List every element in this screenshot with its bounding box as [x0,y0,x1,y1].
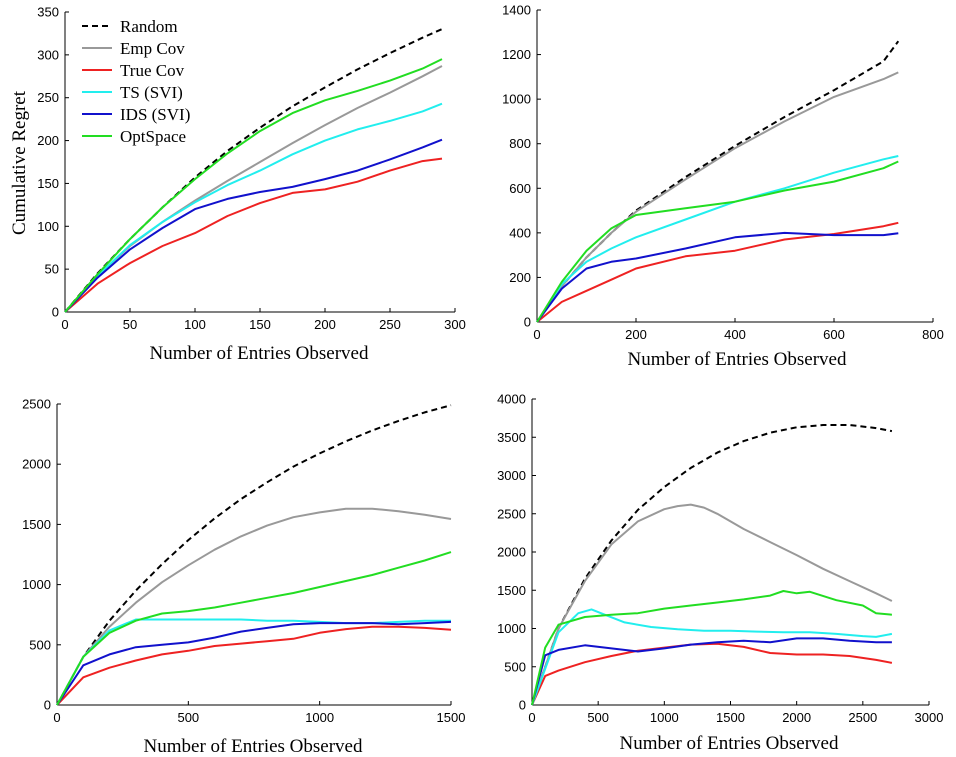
panel-top-right: Number of Entries Observed 0 200 400 600 800… [502,3,944,371]
series-line-series-4 [531,608,893,706]
series-line-series-6 [536,160,899,323]
xlabel-bottom-left: Number of Entries Observed [144,736,363,757]
y-tick-label: 250 [37,90,59,105]
xlabel-top-left: Number of Entries Observed [150,343,369,364]
series-line-series-6 [531,590,892,706]
x-tick-label: 100 [184,317,206,332]
ylabel-top-left: Cumulative Regret [9,90,30,235]
series-line-series-6 [56,551,452,706]
y-tick-label: 2000 [22,457,51,472]
x-tick-label: 1500 [716,710,745,725]
series-line-ts-svi [64,102,443,313]
y-tick-label: 1200 [502,47,531,62]
y-tick-label: 2500 [497,506,526,521]
panel-bottom-right: Number of Entries Observed 0 500 1000 1500 2… [497,392,943,755]
y-tick-label: 300 [37,47,59,62]
y-tick-label: 1500 [22,517,51,532]
y-tick-label: 0 [52,305,59,320]
y-tick-label: 600 [509,181,531,196]
x-tick-label: 1000 [650,710,679,725]
y-tick-label: 400 [509,225,531,240]
y-tick-label: 200 [37,133,59,148]
y-tick-label: 0 [524,315,531,330]
series-line-series-2 [536,71,899,323]
x-tick-label: 2000 [782,710,811,725]
x-tick-label: 250 [379,317,401,332]
series-line-series-5 [531,637,892,706]
y-tick-label: 800 [509,136,531,151]
legend-label: Random [120,17,178,36]
legend-label: OptSpace [120,127,186,146]
series-line-series-2 [531,503,893,706]
panel-top-left: Number of Entries Observed Cumulative Re… [9,5,466,365]
x-tick-label: 200 [625,327,647,342]
y-tick-label: 500 [29,637,51,652]
series-line-series-4 [56,618,451,706]
y-tick-label: 1000 [502,92,531,107]
y-tick-label: 100 [37,219,59,234]
x-tick-label: 0 [533,327,540,342]
x-tick-label: 200 [314,317,336,332]
series-line-emp-cov [64,65,443,313]
x-tick-label: 0 [61,317,68,332]
x-tick-label: 2500 [848,710,877,725]
series-line-series-5 [56,620,452,706]
x-tick-label: 1500 [437,710,466,725]
x-tick-label: 800 [922,327,944,342]
x-tick-label: 1000 [305,710,334,725]
y-tick-label: 1400 [502,3,531,18]
y-tick-label: 1000 [497,621,526,636]
legend-label: IDS (SVI) [120,105,190,124]
series-line-ids-svi [64,138,443,313]
y-tick-label: 2000 [497,545,526,560]
xlabel-top-right: Number of Entries Observed [628,349,847,370]
y-tick-label: 2500 [22,397,51,412]
x-tick-label: 3000 [915,710,944,725]
x-tick-label: 500 [587,710,609,725]
series-line-series-1 [56,404,452,706]
x-tick-label: 150 [249,317,271,332]
legend-label: Emp Cov [120,39,185,58]
x-tick-label: 500 [177,710,199,725]
y-tick-label: 3000 [497,468,526,483]
series-line-series-3 [531,642,893,706]
x-tick-label: 600 [823,327,845,342]
y-tick-label: 1500 [497,583,526,598]
x-tick-label: 400 [724,327,746,342]
x-tick-label: 50 [123,317,137,332]
y-tick-label: 1000 [22,577,51,592]
series-line-series-3 [536,221,899,323]
x-tick-label: 300 [444,317,466,332]
y-tick-label: 350 [37,5,59,20]
series-line-series-1 [531,424,893,706]
x-tick-label: 0 [53,710,60,725]
panel-bottom-left: Number of Entries Observed 0 500 1000 1500 0… [22,397,465,757]
x-tick-label: 0 [528,710,535,725]
series-line-true-cov [64,157,443,313]
y-tick-label: 200 [509,270,531,285]
y-tick-label: 0 [44,698,51,713]
series-line-series-5 [536,231,899,323]
y-tick-label: 50 [45,262,59,277]
series-line-series-2 [56,507,452,706]
series-line-optspace [64,58,443,313]
y-tick-label: 500 [504,659,526,674]
series-line-series-1 [536,40,900,323]
xlabel-bottom-right: Number of Entries Observed [620,733,839,754]
legend-label: True Cov [120,61,185,80]
legend-label: TS (SVI) [120,83,183,102]
series-line-series-3 [56,625,452,706]
y-tick-label: 0 [519,698,526,713]
y-tick-label: 150 [37,176,59,191]
y-tick-label: 3500 [497,430,526,445]
y-tick-label: 4000 [497,392,526,407]
series-line-series-4 [536,155,899,323]
